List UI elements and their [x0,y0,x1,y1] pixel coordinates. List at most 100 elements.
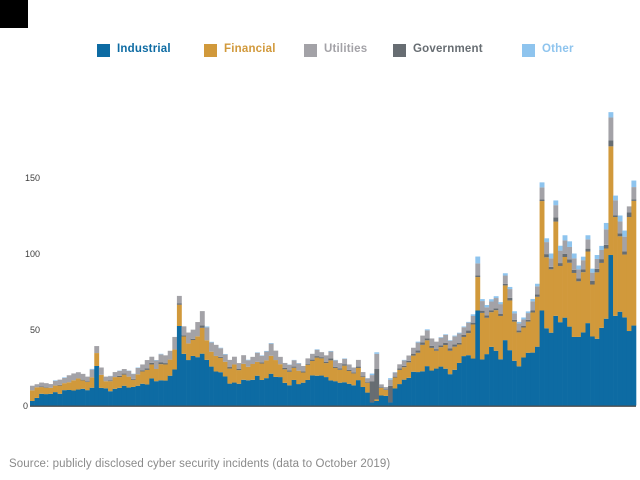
bar-segment-industrial [590,336,595,406]
bar-month-73 [360,372,366,406]
bar-segment-other [52,380,58,381]
bar-segment-government [397,368,403,370]
bar-segment-financial [512,321,517,361]
bar-segment-industrial [158,380,164,406]
bar-segment-government [470,322,476,325]
bar-month-72 [355,359,361,406]
bar-segment-utilities [236,363,242,369]
bar-segment-financial [590,284,595,337]
bar-month-125 [599,245,605,406]
bar-segment-utilities [163,355,169,364]
bar-segment-industrial [617,311,623,406]
bar-segment-utilities [590,272,595,282]
bar-segment-financial [576,281,582,337]
bar-segment-financial [287,371,292,386]
bar-segment-utilities [186,332,191,344]
bar-segment-financial [310,360,315,376]
bar-segment-financial [149,364,155,379]
bar-month-109 [525,311,531,406]
bar-segment-utilities [232,356,237,365]
bar-segment-financial [470,324,476,359]
bar-segment-government [337,368,343,370]
bar-segment-industrial [447,374,453,406]
bar-month-119 [571,253,577,406]
bar-segment-government [218,356,224,358]
bar-segment-government [117,375,123,378]
bar-segment-government [576,278,582,282]
bar-segment-industrial [553,315,559,406]
bar-segment-other [484,305,490,308]
bar-segment-government [401,365,407,368]
bar-segment-industrial [369,402,375,406]
bar-segment-government [447,348,453,351]
bar-segment-other [631,180,637,188]
bar-segment-industrial [580,332,586,406]
bar-segment-industrial [576,336,582,406]
bar-segment-financial [429,347,435,371]
bar-segment-industrial [328,380,334,406]
bar-segment-utilities [580,260,586,270]
bar-segment-utilities [149,356,155,363]
bar-segment-government [530,310,536,313]
bar-segment-financial [498,315,504,360]
bar-segment-utilities [34,384,40,388]
bar-month-106 [512,311,517,406]
bar-segment-industrial [603,318,609,406]
bar-segment-utilities [80,373,86,380]
bar-month-104 [502,273,508,406]
bar-segment-utilities [626,206,632,213]
bar-month-22 [126,370,132,406]
bar-segment-industrial [108,391,113,406]
bar-segment-industrial [268,373,274,406]
bar-segment-financial [85,381,90,391]
legend-label: Financial [224,43,276,55]
bar-segment-industrial [62,390,68,406]
bar-segment-industrial [282,382,288,406]
bar-segment-financial [305,364,311,380]
bar-month-13 [85,376,90,406]
bar-segment-financial [397,369,403,385]
bar-segment-government [176,303,182,305]
bar-segment-financial [608,146,614,256]
bar-segment-other [470,314,476,316]
bar-month-41 [213,344,219,406]
bar-segment-utilities [172,336,178,350]
bar-segment-utilities [608,117,614,141]
bar-segment-utilities [153,360,159,370]
bar-segment-financial [135,374,141,386]
bar-segment-other [388,378,393,380]
bar-segment-industrial [241,379,247,406]
bar-segment-utilities [443,334,449,343]
legend-swatch [304,43,317,57]
bar-segment-financial [525,321,531,353]
bar-segment-industrial [631,325,637,406]
bar-segment-government [585,248,591,252]
bar-segment-utilities [599,250,605,260]
bar-segment-utilities [567,246,573,260]
bar-segment-financial [516,332,522,367]
bar-segment-utilities [209,342,214,352]
bar-month-91 [443,334,449,406]
bar-segment-financial [360,377,366,387]
bar-segment-financial [594,272,600,339]
bar-segment-industrial [521,357,527,406]
bar-month-112 [539,182,545,406]
bar-segment-industrial [57,393,63,406]
bar-segment-government [424,338,430,341]
bar-segment-financial [232,364,237,383]
bar-segment-utilities [103,376,109,382]
bar-segment-financial [557,265,563,323]
bar-segment-government [378,387,384,388]
bar-segment-utilities [530,301,536,311]
bar-segment-financial [172,349,178,370]
bar-segment-government [516,330,522,333]
bar-month-44 [227,359,233,406]
bar-segment-financial [544,257,550,329]
bar-month-42 [218,347,224,406]
bar-segment-financial [626,217,632,332]
bar-segment-utilities [310,353,315,360]
bar-segment-utilities [213,344,219,356]
bar-segment-financial [163,364,169,381]
bar-month-97 [470,314,476,406]
